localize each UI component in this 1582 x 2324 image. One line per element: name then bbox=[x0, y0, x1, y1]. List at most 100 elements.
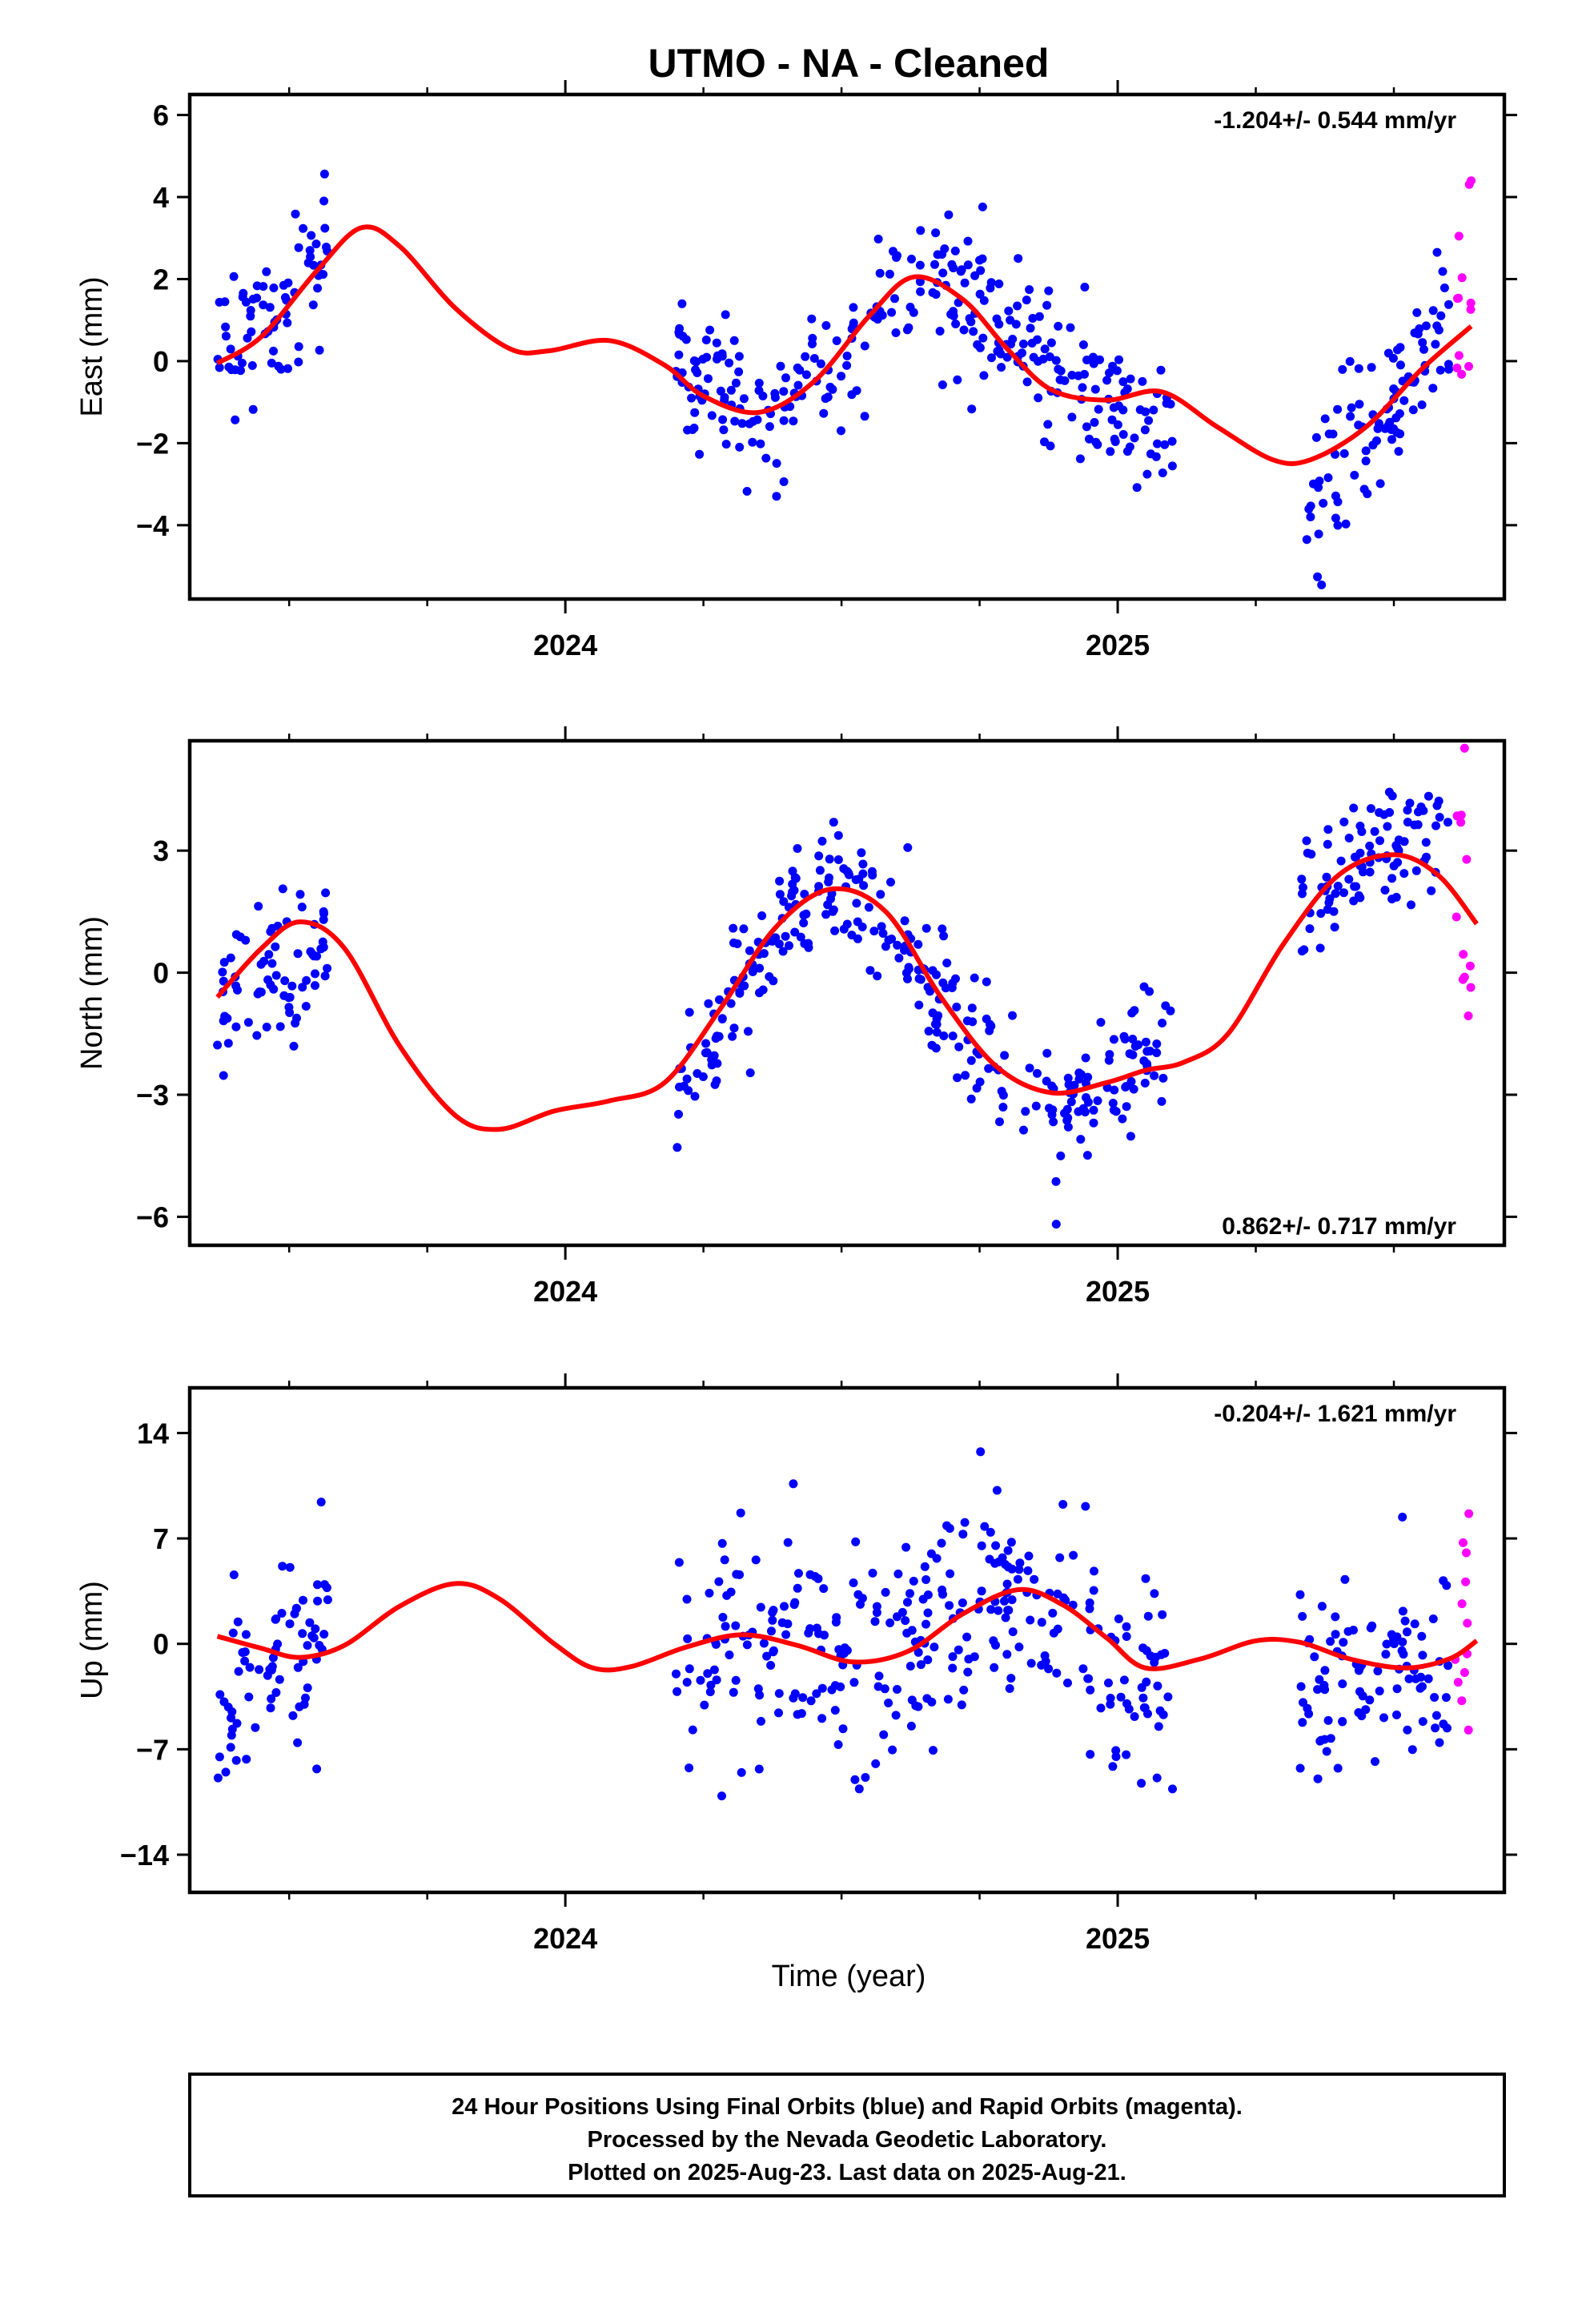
final-orbit-point bbox=[900, 916, 909, 926]
rapid-orbit-point bbox=[1457, 1599, 1467, 1609]
final-orbit-point bbox=[931, 228, 941, 238]
final-orbit-point bbox=[1129, 1084, 1138, 1094]
final-orbit-point bbox=[1007, 1564, 1017, 1574]
final-orbit-point bbox=[1046, 338, 1056, 348]
final-orbit-point bbox=[1037, 1618, 1046, 1627]
final-orbit-point bbox=[731, 378, 741, 388]
final-orbit-point bbox=[704, 374, 713, 384]
rapid-orbit-point bbox=[1454, 231, 1464, 241]
final-orbit-point bbox=[864, 903, 873, 912]
final-orbit-point bbox=[1031, 1101, 1041, 1111]
final-orbit-point bbox=[829, 818, 838, 827]
final-orbit-point bbox=[758, 392, 768, 400]
final-orbit-point bbox=[1393, 345, 1402, 355]
final-orbit-point bbox=[755, 1691, 765, 1700]
final-orbit-point bbox=[1338, 1679, 1347, 1689]
final-orbit-point bbox=[303, 1641, 312, 1651]
final-orbit-point bbox=[294, 342, 303, 352]
final-orbit-point bbox=[682, 1074, 692, 1084]
final-orbit-point bbox=[893, 251, 901, 260]
footer-line-2: Processed by the Nevada Geodetic Laborat… bbox=[588, 2127, 1107, 2153]
figure-title: UTMO - NA - Cleaned bbox=[648, 41, 1050, 86]
final-orbit-point bbox=[289, 1041, 299, 1051]
final-orbit-point bbox=[1306, 501, 1315, 511]
final-orbit-point bbox=[1002, 352, 1012, 362]
final-orbit-point bbox=[1122, 447, 1132, 456]
final-orbit-point bbox=[312, 1764, 322, 1774]
final-orbit-point bbox=[1058, 1500, 1068, 1509]
final-orbit-point bbox=[219, 976, 228, 986]
final-orbit-point bbox=[909, 308, 918, 317]
final-orbit-point bbox=[1011, 320, 1021, 329]
final-orbit-point bbox=[1046, 441, 1055, 451]
final-orbit-point bbox=[1320, 1735, 1329, 1744]
final-orbit-point bbox=[1141, 407, 1150, 416]
final-orbit-point bbox=[1142, 469, 1152, 479]
final-orbit-point bbox=[1349, 803, 1359, 813]
final-orbit-point bbox=[799, 919, 809, 927]
final-orbit-point bbox=[295, 1702, 304, 1711]
footer-box: 24 Hour Positions Using Final Orbits (bl… bbox=[188, 2073, 1506, 2197]
final-orbit-point bbox=[323, 1595, 332, 1605]
final-orbit-point bbox=[305, 1618, 315, 1627]
final-orbit-point bbox=[717, 1538, 727, 1548]
final-orbit-point bbox=[930, 1642, 939, 1652]
final-orbit-point bbox=[1370, 826, 1379, 836]
final-orbit-point bbox=[1055, 375, 1065, 384]
final-orbit-point bbox=[224, 362, 234, 372]
final-orbit-point bbox=[1319, 498, 1328, 508]
final-orbit-point bbox=[959, 325, 969, 335]
final-orbit-point bbox=[1340, 1574, 1350, 1584]
final-orbit-point bbox=[1313, 1685, 1323, 1695]
rapid-orbit-point bbox=[1454, 293, 1464, 303]
final-orbit-point bbox=[1048, 1608, 1058, 1618]
final-orbit-point bbox=[729, 923, 738, 933]
final-orbit-point bbox=[1322, 1747, 1331, 1756]
final-orbit-point bbox=[1026, 1659, 1036, 1668]
final-orbit-point bbox=[293, 1663, 303, 1672]
final-orbit-point bbox=[821, 394, 830, 404]
final-orbit-point bbox=[960, 1518, 970, 1527]
final-orbit-point bbox=[1427, 886, 1436, 895]
final-orbit-point bbox=[1439, 1576, 1448, 1586]
final-orbit-point bbox=[1113, 420, 1122, 429]
final-orbit-point bbox=[1375, 479, 1385, 489]
final-orbit-point bbox=[1387, 874, 1397, 883]
final-orbit-point bbox=[1359, 485, 1369, 494]
final-orbit-point bbox=[788, 866, 797, 876]
final-orbit-point bbox=[1331, 1612, 1340, 1622]
final-orbit-point bbox=[897, 1607, 907, 1617]
final-orbit-point bbox=[1063, 1073, 1073, 1083]
final-orbit-point bbox=[1044, 1664, 1054, 1674]
final-orbit-point bbox=[319, 196, 329, 206]
final-orbit-point bbox=[832, 336, 841, 345]
y-tick-label: 3 bbox=[153, 834, 169, 867]
final-orbit-point bbox=[930, 259, 939, 269]
final-orbit-point bbox=[893, 940, 902, 950]
final-orbit-point bbox=[1158, 1610, 1167, 1619]
final-orbit-point bbox=[1393, 858, 1403, 867]
final-orbit-point bbox=[879, 1730, 889, 1739]
final-orbit-point bbox=[251, 1723, 260, 1732]
final-orbit-point bbox=[774, 1689, 784, 1699]
final-orbit-point bbox=[894, 953, 904, 963]
final-orbit-point bbox=[953, 375, 962, 384]
final-orbit-point bbox=[1076, 1135, 1086, 1144]
final-orbit-point bbox=[861, 1773, 870, 1782]
footer-line-1: 24 Hour Positions Using Final Orbits (bl… bbox=[452, 2094, 1243, 2120]
y-tick-label: 0 bbox=[153, 957, 169, 990]
final-orbit-point bbox=[1344, 834, 1354, 842]
final-orbit-point bbox=[885, 269, 894, 279]
final-orbit-point bbox=[1082, 422, 1091, 432]
final-orbit-point bbox=[256, 959, 266, 969]
final-orbit-point bbox=[931, 1043, 941, 1053]
final-orbit-point bbox=[1421, 838, 1431, 847]
final-orbit-point bbox=[1398, 1637, 1407, 1647]
final-orbit-point bbox=[860, 341, 869, 351]
final-orbit-point bbox=[246, 312, 255, 321]
final-orbit-point bbox=[1298, 1611, 1307, 1621]
final-orbit-point bbox=[1398, 1606, 1407, 1616]
final-orbit-point bbox=[712, 1675, 721, 1685]
final-orbit-point bbox=[959, 1685, 969, 1695]
